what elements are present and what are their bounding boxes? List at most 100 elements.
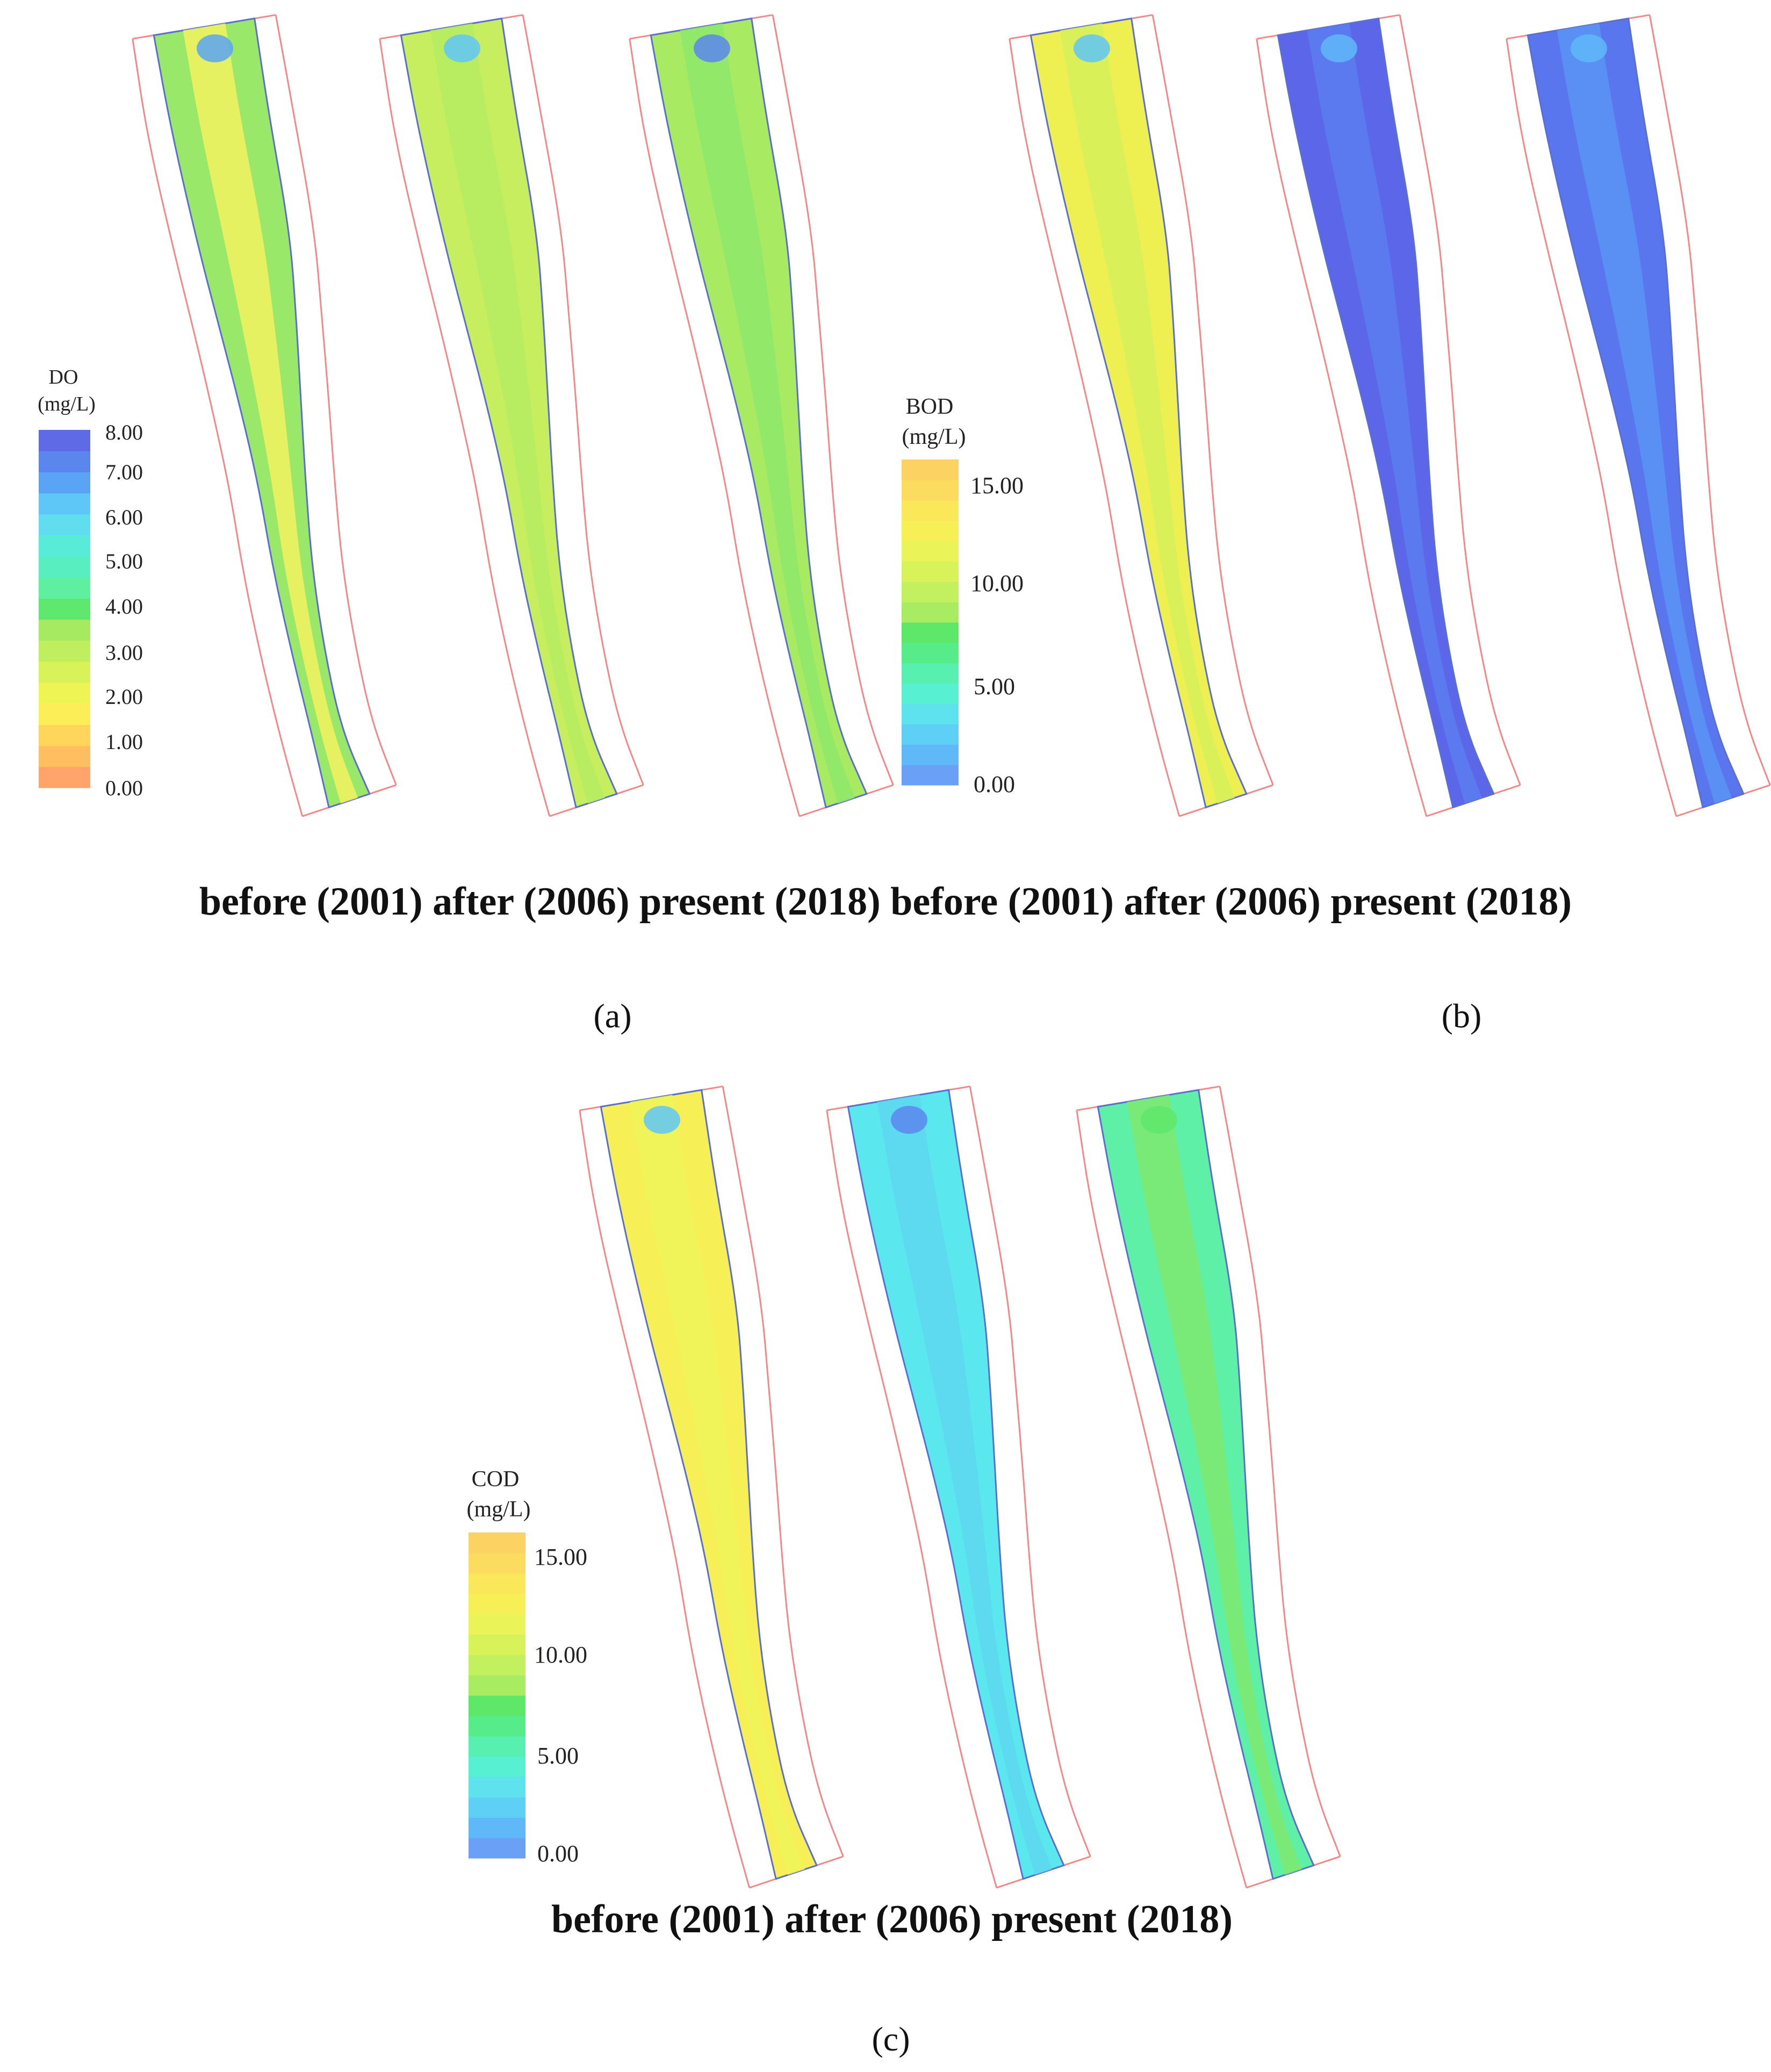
colorbar-step	[469, 1634, 525, 1655]
river-bank-line	[826, 1110, 998, 1888]
colorbar-step	[902, 541, 959, 562]
legend-do: DO (mg/L) 8.00 7.00 6.00 5.00 4.00 3.00 …	[38, 366, 143, 800]
river-bank-line	[629, 38, 801, 817]
colorbar-step	[469, 1593, 525, 1615]
river-bank-line	[1506, 38, 1678, 817]
colorbar-step	[39, 598, 90, 620]
river-core-band	[630, 1095, 805, 1875]
legend-bod-tick: 0.00	[974, 771, 1015, 797]
colorbar-step	[39, 472, 90, 494]
colorbar-step	[39, 640, 90, 662]
panel-b: BOD (mg/L) 15.00 10.00 5.00 0.00 (b)	[902, 14, 1771, 1035]
colorbar-step	[469, 1573, 525, 1594]
colorbar-step	[39, 577, 90, 599]
colorbar-step	[39, 619, 90, 641]
river-map-bod-2001	[1009, 14, 1274, 817]
legend-bod-unit: (mg/L)	[902, 425, 966, 449]
colorbar-step	[39, 703, 90, 725]
river-inflow-patch	[1074, 34, 1110, 62]
colorbar-step	[902, 520, 959, 542]
legend-do-title: DO	[49, 366, 78, 388]
colorbar-step	[469, 1695, 525, 1716]
colorbar-step	[469, 1756, 525, 1778]
legend-do-tick: 5.00	[105, 549, 143, 573]
river-core-band	[1557, 23, 1732, 804]
river-core-band	[1127, 1095, 1302, 1875]
colorbar-step	[902, 663, 959, 684]
river-bank-line	[132, 38, 304, 817]
river-bank-line	[722, 1086, 844, 1857]
river-bank-line	[969, 1086, 1091, 1857]
river-map-do-2006	[379, 14, 644, 817]
colorbar-step	[39, 451, 90, 472]
legend-bod-tick: 15.00	[970, 472, 1024, 499]
colorbar-step	[902, 500, 959, 521]
panel-tag-c: (c)	[872, 2020, 910, 2058]
legend-cod-colorbar	[469, 1533, 525, 1859]
river-bank-line	[579, 1110, 751, 1888]
river-map-cod-2006	[826, 1085, 1091, 1889]
legend-bod-title: BOD	[906, 394, 954, 419]
colorbar-step	[902, 724, 959, 745]
river-map-do-2018	[629, 14, 894, 817]
river-bank-line	[275, 15, 397, 786]
river-inflow-patch	[891, 1106, 927, 1134]
legend-do-tick: 0.00	[105, 776, 143, 800]
river-map-cod-2001	[579, 1085, 844, 1889]
colorbar-step	[469, 1533, 525, 1553]
colorbar-step	[902, 561, 959, 582]
colorbar-step	[902, 602, 959, 623]
colorbar-step	[39, 724, 90, 746]
colorbar-step	[469, 1715, 525, 1737]
caption-bottom-row: before (2001) after (2006) present (2018…	[551, 1897, 1233, 1941]
river-core-band	[680, 23, 855, 804]
colorbar-step	[902, 683, 959, 704]
colorbar-step	[469, 1614, 525, 1635]
colorbar-step	[39, 430, 90, 451]
legend-do-tick: 3.00	[105, 641, 143, 665]
river-core-band	[1060, 23, 1235, 804]
river-inflow-patch	[444, 34, 480, 62]
legend-do-colorbar	[39, 430, 90, 788]
legend-cod-tick: 0.00	[537, 1840, 579, 1867]
legend-do-tick: 6.00	[105, 505, 143, 529]
river-core-band	[183, 23, 358, 804]
river-bank-line	[1076, 1110, 1248, 1888]
river-inflow-patch	[1321, 34, 1357, 62]
river-core-band	[1307, 23, 1482, 804]
colorbar-step	[469, 1736, 525, 1757]
river-bank-line	[1399, 15, 1521, 786]
river-inflow-patch	[644, 1106, 680, 1134]
legend-do-tick: 1.00	[105, 730, 143, 754]
legend-do-tick: 2.00	[105, 685, 143, 709]
colorbar-step	[39, 661, 90, 683]
river-map-bod-2018	[1506, 14, 1771, 817]
legend-cod-tick: 5.00	[537, 1743, 579, 1769]
river-inflow-patch	[197, 34, 233, 62]
river-map-bod-2006	[1256, 14, 1521, 817]
legend-cod-unit: (mg/L)	[467, 1497, 531, 1522]
legend-cod: COD (mg/L) 15.00 10.00 5.00 0.00	[467, 1467, 587, 1867]
legend-cod-tick: 10.00	[534, 1642, 587, 1668]
colorbar-step	[469, 1675, 525, 1696]
legend-do-tick: 4.00	[105, 594, 143, 618]
colorbar-step	[902, 642, 959, 664]
panel-a: DO (mg/L) 8.00 7.00 6.00 5.00 4.00 3.00 …	[38, 14, 894, 1035]
river-inflow-patch	[694, 34, 730, 62]
river-bank-line	[1151, 15, 1274, 786]
legend-bod-tick: 5.00	[974, 673, 1015, 700]
river-bank-line	[522, 15, 644, 786]
colorbar-step	[902, 703, 959, 724]
legend-bod-colorbar	[902, 459, 959, 786]
colorbar-step	[39, 745, 90, 767]
colorbar-step	[39, 766, 90, 788]
river-core-band	[430, 23, 605, 804]
legend-do-unit: (mg/L)	[38, 393, 96, 415]
colorbar-step	[39, 514, 90, 536]
colorbar-step	[902, 744, 959, 765]
colorbar-step	[39, 682, 90, 704]
panel-tag-b: (b)	[1442, 997, 1482, 1035]
legend-cod-tick: 15.00	[534, 1544, 587, 1570]
river-map-cod-2018	[1076, 1085, 1341, 1889]
